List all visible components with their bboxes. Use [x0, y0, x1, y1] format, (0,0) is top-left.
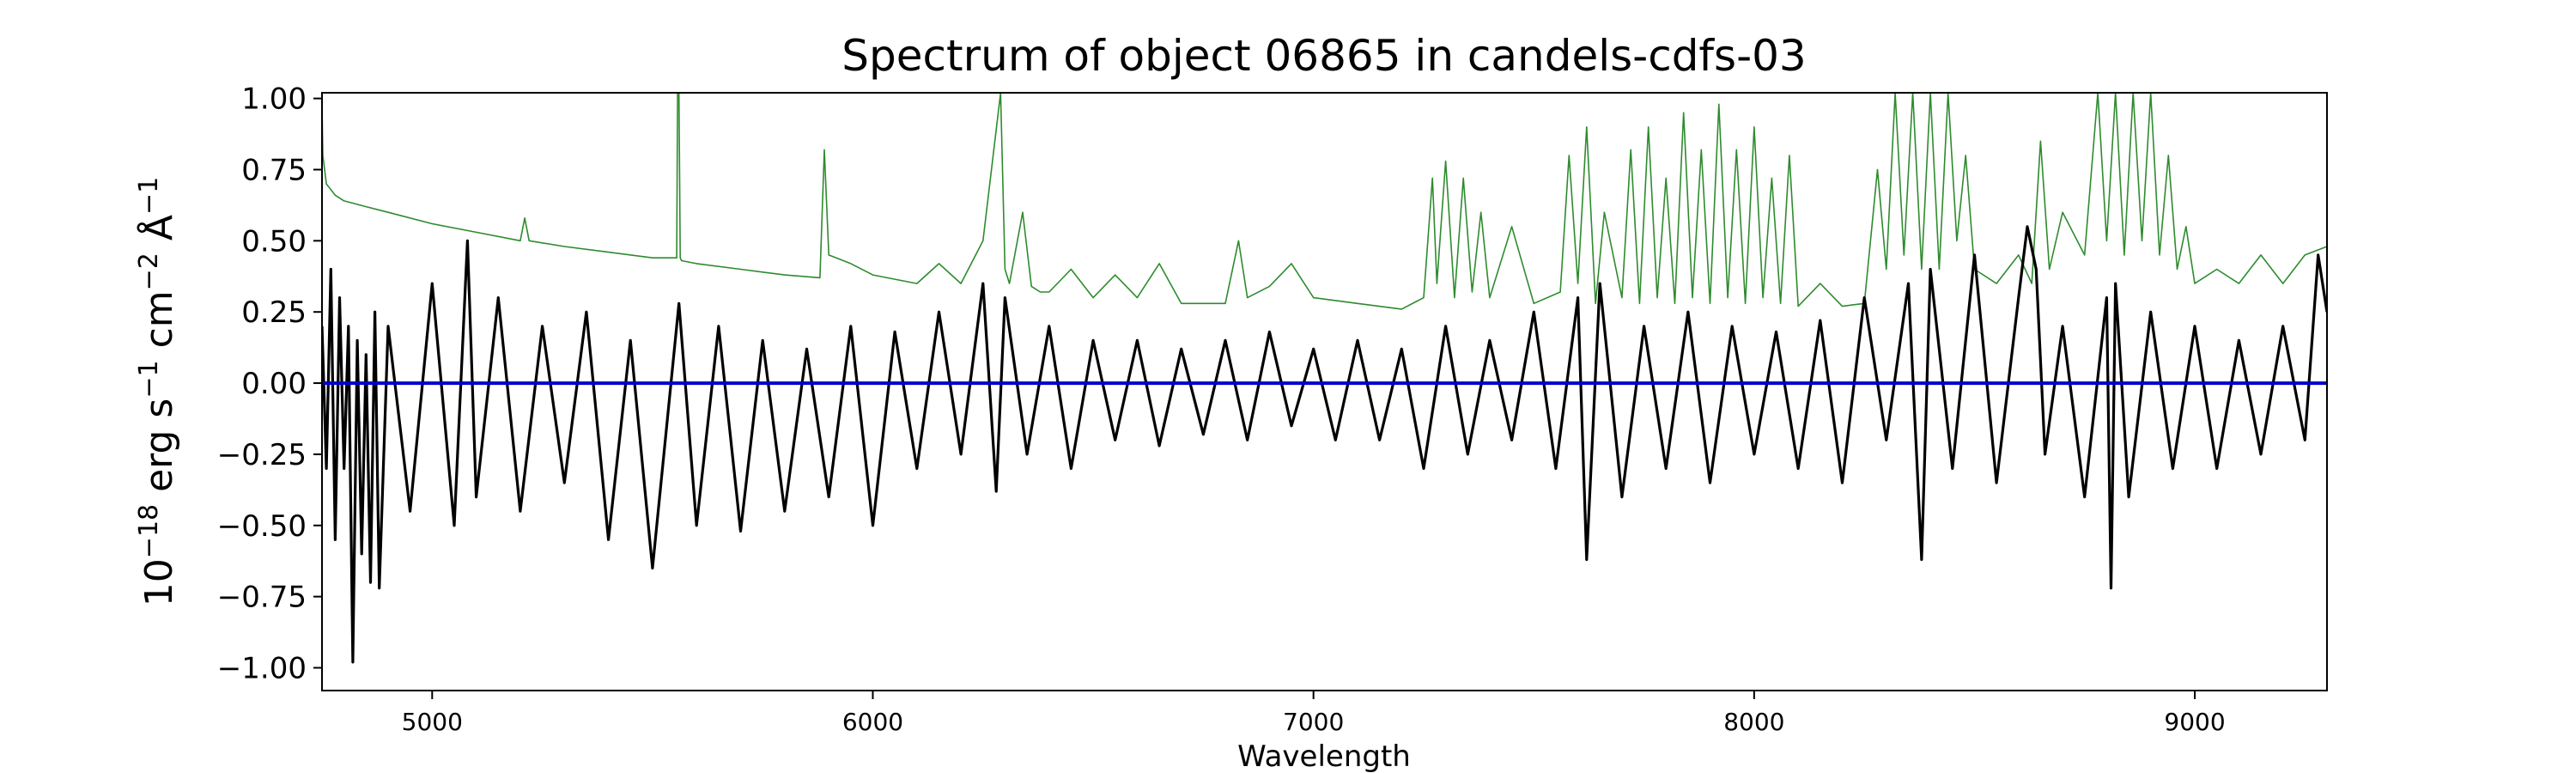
chart-title: Spectrum of object 06865 in candels-cdfs…	[841, 31, 1807, 81]
y-tick-label: −1.00	[217, 651, 307, 685]
y-tick-label: 0.25	[241, 295, 307, 330]
x-tick-label: 8000	[1723, 708, 1784, 736]
y-tick-label: 0.75	[241, 153, 307, 187]
y-tick-label: −0.25	[217, 438, 307, 472]
plot-frame	[321, 92, 2328, 691]
noise-series-line	[322, 93, 2327, 310]
x-axis: 5000 6000 7000 8000 9000	[402, 691, 2226, 736]
x-tick-label: 7000	[1283, 708, 1344, 736]
x-axis-label: Wavelength	[1237, 740, 1411, 773]
y-axis-label: 10−18 erg s−1 cm−2 Å−1	[134, 177, 182, 606]
y-tick-label: 1.00	[241, 82, 307, 117]
y-tick-label: 0.50	[241, 224, 307, 259]
x-tick-label: 5000	[402, 708, 463, 736]
y-tick-label: −0.75	[217, 581, 307, 615]
series-layer	[322, 93, 2327, 664]
flux-series-line	[322, 225, 2327, 664]
y-tick-label: −0.50	[217, 509, 307, 544]
x-tick-label: 6000	[842, 708, 903, 736]
y-axis: 1.00 0.75 0.50 0.25 0.00 −0.25 −0.50 −0.75 −1.00	[217, 82, 322, 685]
x-tick-label: 9000	[2164, 708, 2225, 736]
y-tick-label: 0.00	[241, 367, 307, 401]
